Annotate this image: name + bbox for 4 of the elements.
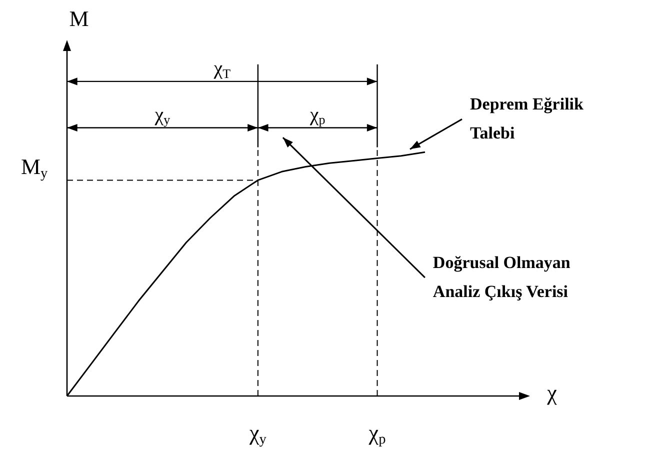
text: M xyxy=(69,6,89,31)
annotation: Doğrusal Olmayan Analiz Çıkış Verisi xyxy=(432,252,571,301)
text: χ xyxy=(546,380,558,405)
text: Deprem Eğrilik Talebi xyxy=(470,94,584,143)
